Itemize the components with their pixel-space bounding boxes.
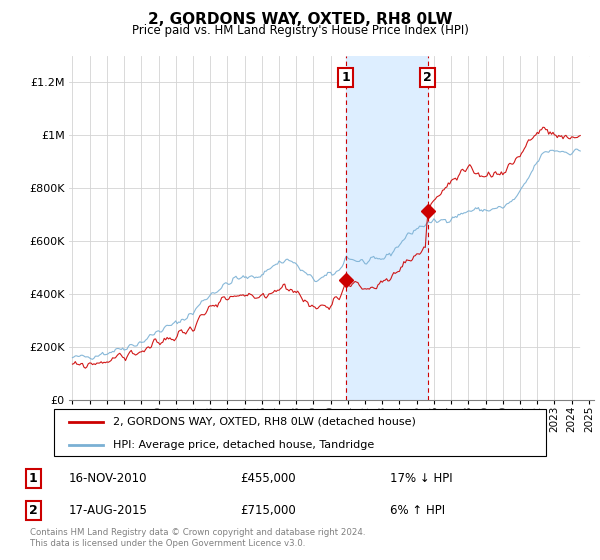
Text: 6% ↑ HPI: 6% ↑ HPI bbox=[390, 504, 445, 517]
Text: 2, GORDONS WAY, OXTED, RH8 0LW (detached house): 2, GORDONS WAY, OXTED, RH8 0LW (detached… bbox=[113, 417, 416, 427]
Text: 17% ↓ HPI: 17% ↓ HPI bbox=[390, 472, 452, 485]
Text: Price paid vs. HM Land Registry's House Price Index (HPI): Price paid vs. HM Land Registry's House … bbox=[131, 24, 469, 36]
Text: 2, GORDONS WAY, OXTED, RH8 0LW: 2, GORDONS WAY, OXTED, RH8 0LW bbox=[148, 12, 452, 27]
Text: 2: 2 bbox=[29, 504, 37, 517]
Text: 17-AUG-2015: 17-AUG-2015 bbox=[69, 504, 148, 517]
Bar bbox=[580, 56, 598, 400]
Text: 1: 1 bbox=[29, 472, 37, 485]
Text: 16-NOV-2010: 16-NOV-2010 bbox=[69, 472, 148, 485]
Text: Contains HM Land Registry data © Crown copyright and database right 2024.
This d: Contains HM Land Registry data © Crown c… bbox=[30, 528, 365, 548]
FancyBboxPatch shape bbox=[54, 409, 546, 456]
Text: £455,000: £455,000 bbox=[240, 472, 296, 485]
Bar bbox=[346, 56, 428, 400]
Text: 2: 2 bbox=[423, 71, 432, 83]
Text: £715,000: £715,000 bbox=[240, 504, 296, 517]
Text: HPI: Average price, detached house, Tandridge: HPI: Average price, detached house, Tand… bbox=[113, 440, 374, 450]
Text: 1: 1 bbox=[341, 71, 350, 83]
